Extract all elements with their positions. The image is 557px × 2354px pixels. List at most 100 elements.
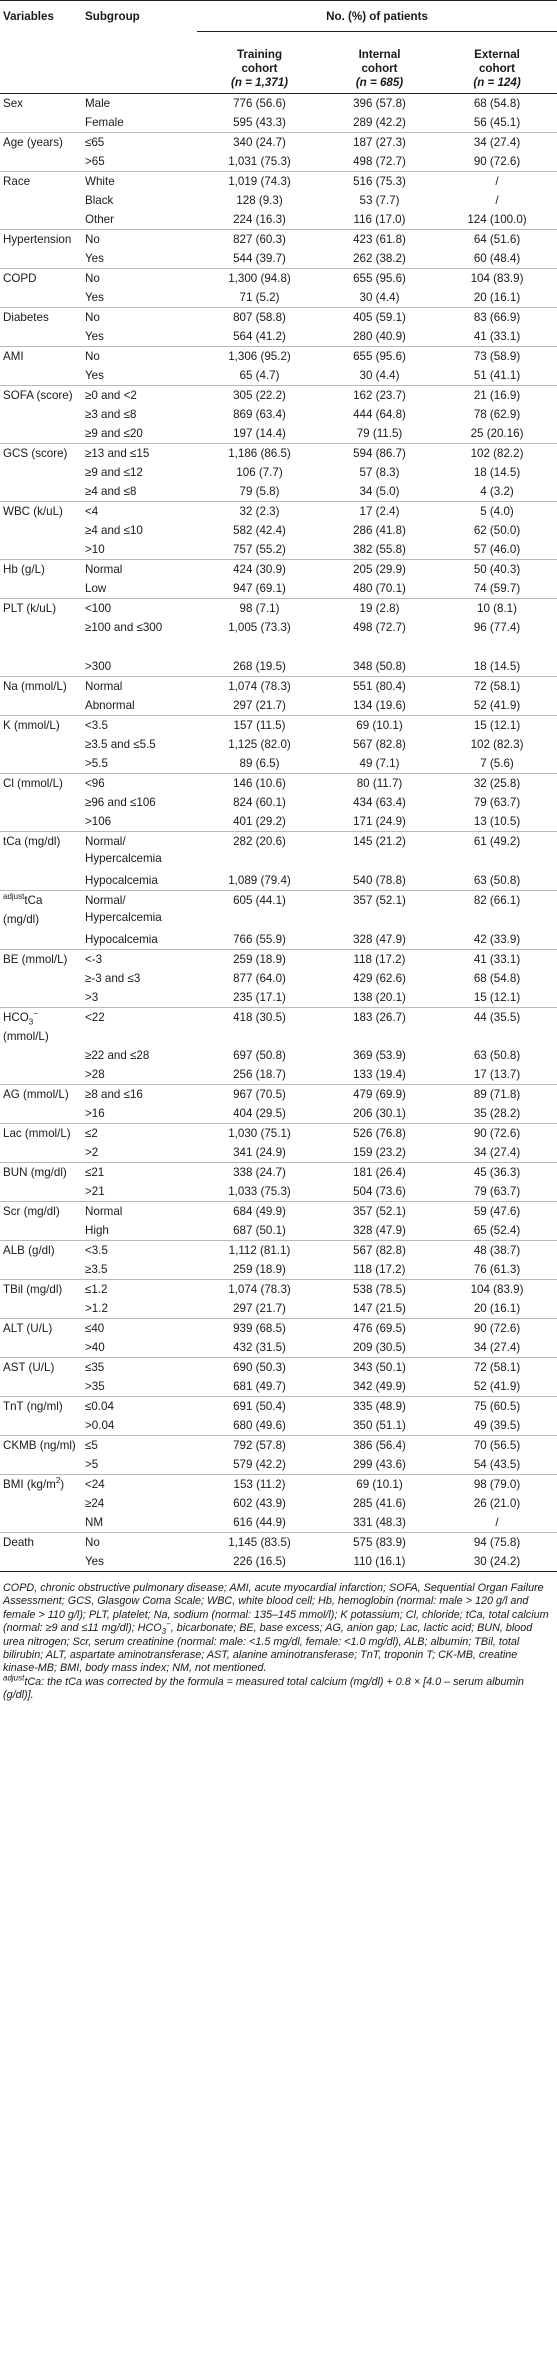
table-row: Hypocalcemia 766 (55.9) 328 (47.9) 42 (33.9… (0, 930, 557, 950)
external-cohort-cell: 41 (33.1) (473, 330, 521, 343)
subgroup-cell: Yes (85, 369, 104, 382)
table-row: Death No 1,145 (83.5) 575 (83.9) 94 (75.8) (0, 1532, 557, 1552)
subgroup-cell: ≥9 and ≤20 (85, 427, 143, 440)
training-cohort-cell: 757 (55.2) (233, 543, 286, 556)
variable-cell (0, 152, 82, 172)
internal-cohort-cell: 133 (19.4) (353, 1068, 406, 1081)
external-cohort-cell: 21 (16.9) (437, 385, 557, 405)
variable-cell: HCO3− (mmol/L) (0, 1007, 82, 1046)
internal-cohort-cell: 498 (72.7) (353, 621, 406, 634)
internal-cohort-cell: 396 (57.8) (353, 97, 406, 110)
table-row: BUN (mg/dl) ≤21 338 (24.7) 181 (26.4) 45 (36… (0, 1162, 557, 1182)
variable-cell (0, 969, 82, 988)
variable-cell (0, 210, 82, 230)
subgroup-cell: >300 (85, 660, 112, 673)
variable-cell: WBC (k/uL) (0, 501, 82, 521)
variable-cell: Hypertension (0, 229, 82, 249)
subgroup-header: Subgroup (85, 9, 140, 23)
table-row: BMI (kg/m2) <24 153 (11.2) 69 (10.1) 98 (79.… (0, 1474, 557, 1494)
variable-cell: K (mmol/L) (0, 715, 82, 735)
training-cohort-cell: 687 (50.1) (233, 1224, 286, 1237)
table-row: High 687 (50.1) 328 (47.9) 65 (52.4) (0, 1221, 557, 1241)
training-cohort-cell: 89 (6.5) (239, 757, 280, 770)
external-cohort-cell: 52 (41.9) (473, 699, 521, 712)
external-cohort-header: External cohort (n = 124) (437, 31, 557, 94)
table-row: AMI No 1,306 (95.2) 655 (95.6) 73 (58.9) (0, 346, 557, 366)
external-cohort-cell: 79 (63.7) (473, 1185, 521, 1198)
training-cohort-cell: 259 (18.9) (233, 1263, 286, 1276)
training-cohort-cell: 824 (60.1) (233, 796, 286, 809)
table-row: Yes 65 (4.7) 30 (4.4) 51 (41.1) (0, 366, 557, 386)
variable-cell (0, 696, 82, 716)
external-cohort-cell: 50 (40.3) (437, 559, 557, 579)
training-cohort-cell: 680 (49.6) (233, 1419, 286, 1432)
internal-cohort-cell: 280 (40.9) (353, 330, 406, 343)
training-cohort-cell: 305 (22.2) (197, 385, 322, 405)
variable-cell (0, 793, 82, 812)
subgroup-cell: ≥24 (85, 1497, 105, 1510)
internal-cohort-cell: 80 (11.7) (322, 773, 437, 793)
table-row: ≥24 602 (43.9) 285 (41.6) 26 (21.0) (0, 1494, 557, 1513)
subgroup-cell: <22 (82, 1007, 197, 1046)
external-cohort-cell: 98 (79.0) (437, 1474, 557, 1494)
internal-cohort-cell: 118 (17.2) (353, 1263, 406, 1276)
external-cohort-cell: 65 (52.4) (473, 1224, 521, 1237)
external-cohort-cell: 35 (28.2) (473, 1107, 521, 1120)
subgroup-cell: Abnormal (85, 699, 135, 712)
table-row: >40 432 (31.5) 209 (30.5) 34 (27.4) (0, 1338, 557, 1358)
variable-cell (0, 1046, 82, 1065)
variable-cell (0, 735, 82, 754)
table-row: Hypertension No 827 (60.3) 423 (61.8) 64 (51… (0, 229, 557, 249)
external-cohort-cell: 63 (50.8) (473, 1049, 521, 1062)
table-row: Race White 1,019 (74.3) 516 (75.3) / (0, 171, 557, 191)
external-cohort-cell: 72 (58.1) (437, 1357, 557, 1377)
subgroup-cell: Yes (85, 252, 104, 265)
training-cohort-cell: 1,074 (78.3) (197, 676, 322, 696)
external-cohort-cell: 13 (10.5) (473, 815, 521, 828)
external-cohort-cell: 5 (4.0) (437, 501, 557, 521)
variable-cell: GCS (score) (0, 443, 82, 463)
table-row: GCS (score) ≥13 and ≤15 1,186 (86.5) 594 (8… (0, 443, 557, 463)
subgroup-cell: ≥13 and ≤15 (82, 443, 197, 463)
subgroup-cell: ≥4 and ≤10 (85, 524, 143, 537)
subgroup-cell: ≤1.2 (82, 1279, 197, 1299)
training-cohort-cell: 1,019 (74.3) (197, 171, 322, 191)
internal-cohort-cell: 53 (7.7) (359, 194, 400, 207)
subgroup-cell: Normal (82, 559, 197, 579)
training-cohort-cell: 282 (20.6) (197, 831, 322, 871)
subgroup-cell: Yes (85, 1555, 104, 1568)
variable-cell (0, 113, 82, 133)
external-cohort-cell: 48 (38.7) (437, 1240, 557, 1260)
external-cohort-cell: 83 (66.9) (437, 307, 557, 327)
training-cohort-cell: 766 (55.9) (233, 933, 286, 946)
external-cohort-cell: 25 (20.16) (470, 427, 524, 440)
subgroup-cell: ≥8 and ≤16 (82, 1084, 197, 1104)
training-cohort-cell: 297 (21.7) (233, 1302, 286, 1315)
subgroup-cell: Yes (85, 291, 104, 304)
variable-cell (0, 871, 82, 891)
internal-cohort-cell: 69 (10.1) (322, 715, 437, 735)
variable-cell (0, 1494, 82, 1513)
training-cohort-cell: 297 (21.7) (233, 699, 286, 712)
subgroup-cell: ≤21 (82, 1162, 197, 1182)
subgroup-cell: No (82, 1532, 197, 1552)
external-cohort-cell: 18 (14.5) (473, 466, 521, 479)
subgroup-cell: ≥3.5 and ≤5.5 (85, 738, 156, 751)
external-cohort-cell: 94 (75.8) (437, 1532, 557, 1552)
internal-cohort-cell: 429 (62.6) (353, 972, 406, 985)
subgroup-cell: Normal/ Hypercalcemia (82, 831, 197, 871)
training-cohort-cell: 197 (14.4) (233, 427, 286, 440)
subgroup-cell: No (82, 307, 197, 327)
variable-cell: adjusttCa (mg/dl) (0, 890, 82, 930)
training-cohort-header: Training cohort (n = 1,371) (197, 31, 322, 94)
internal-cohort-cell: 343 (50.1) (322, 1357, 437, 1377)
variable-cell (0, 1338, 82, 1358)
subgroup-cell: ≥3 and ≤8 (85, 408, 137, 421)
subgroup-cell: No (82, 268, 197, 288)
subgroup-cell: <100 (82, 598, 197, 618)
variable-cell (0, 366, 82, 386)
training-cohort-cell: 939 (68.5) (197, 1318, 322, 1338)
table-row: Yes 544 (39.7) 262 (38.2) 60 (48.4) (0, 249, 557, 269)
training-cohort-cell: 544 (39.7) (233, 252, 286, 265)
subgroup-cell: ≤2 (82, 1123, 197, 1143)
